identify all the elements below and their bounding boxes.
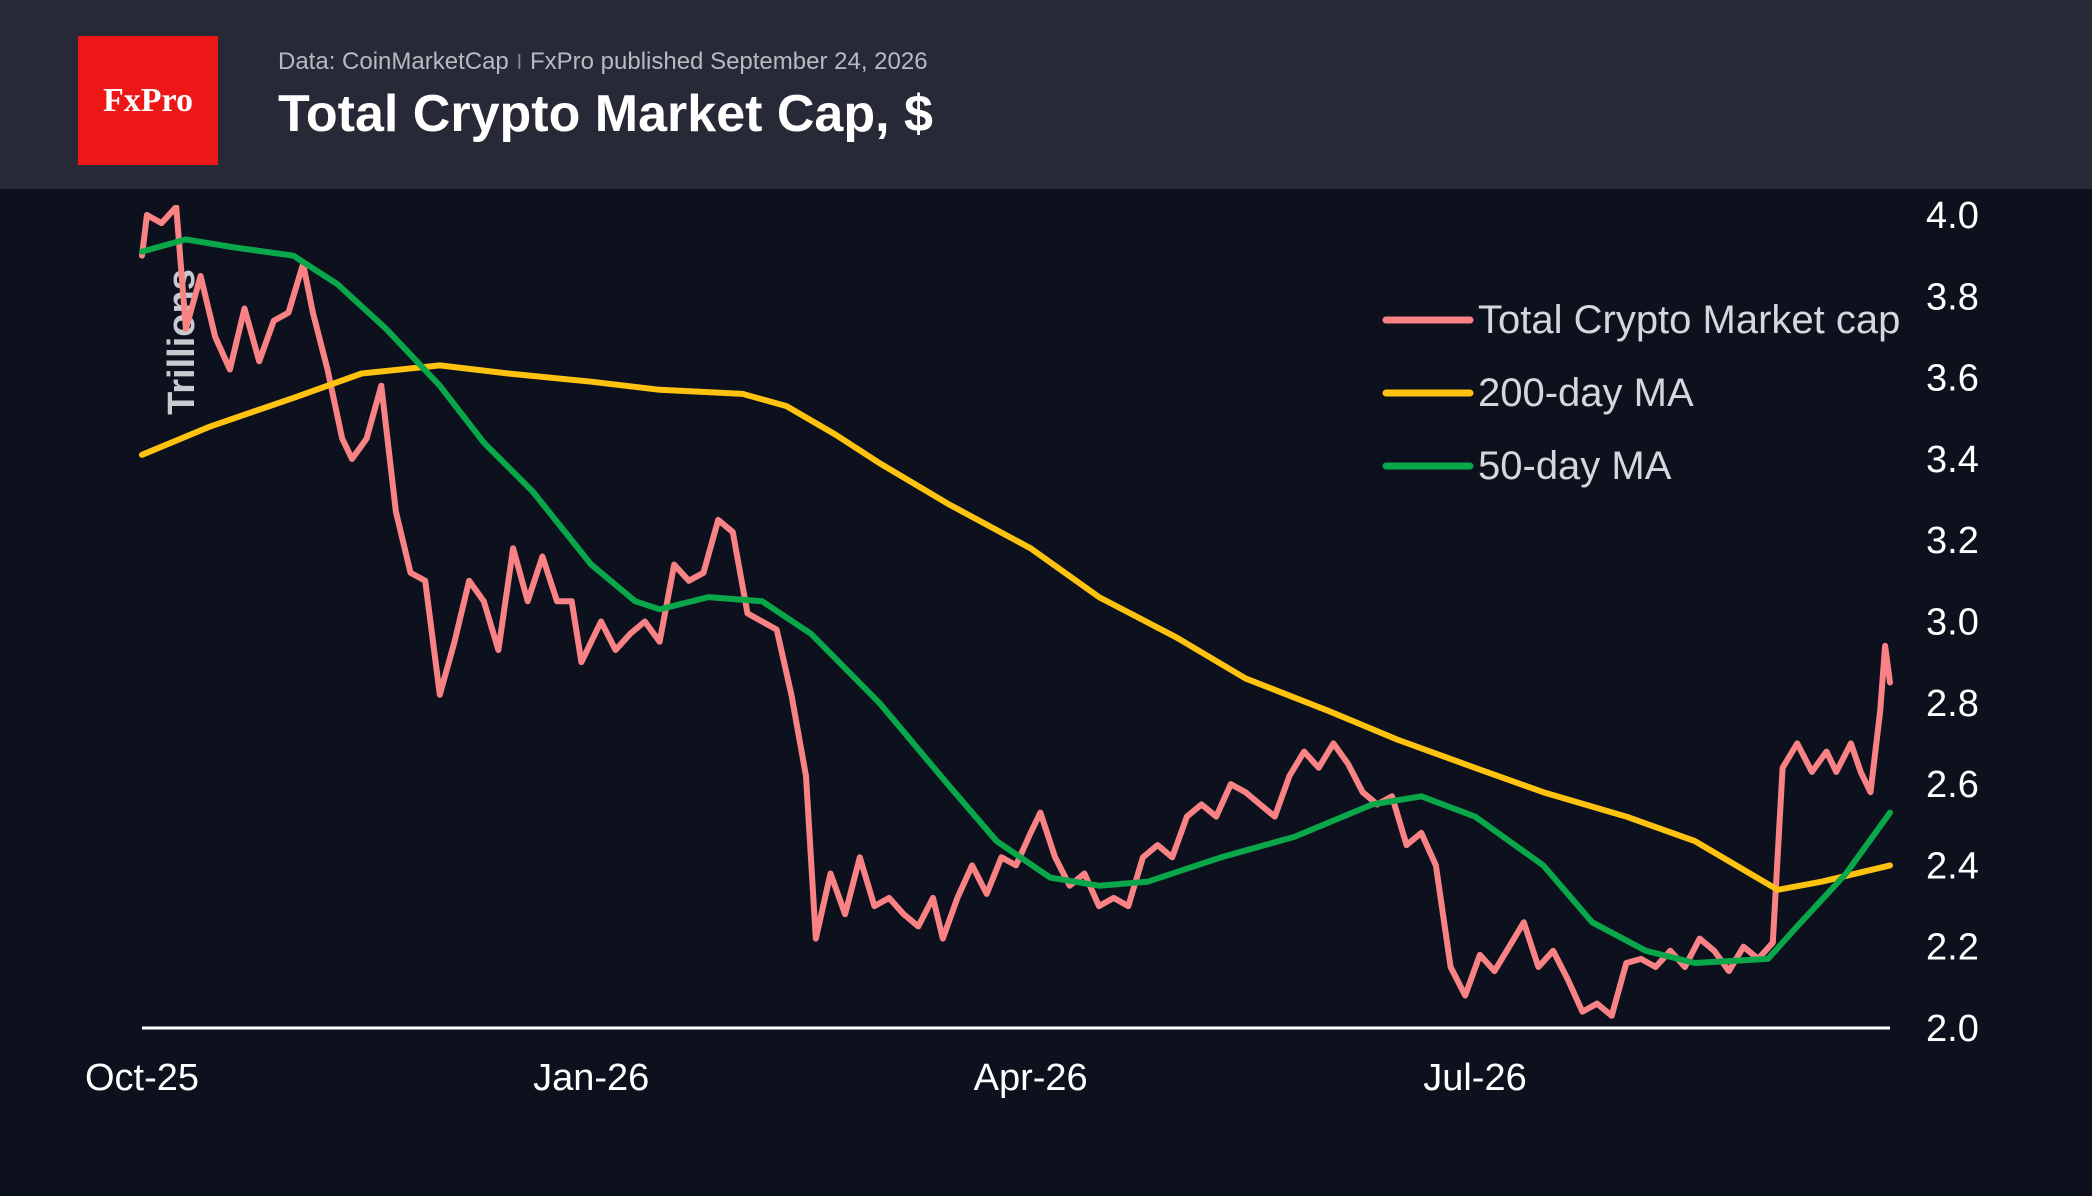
- y-tick-label: 3.4: [1926, 439, 1979, 481]
- legend-label: 50-day MA: [1478, 444, 1672, 488]
- header-bar: FxPro Data: CoinMarketCap ǀ FxPro publishe…: [0, 0, 2092, 189]
- y-tick-label: 3.2: [1926, 520, 1979, 562]
- y-tick-label: 2.8: [1926, 683, 1979, 725]
- y-tick-label: 2.6: [1926, 764, 1979, 806]
- series-group: [139, 205, 1893, 1019]
- ma200-line: [139, 362, 1893, 893]
- y-tick-label: 2.4: [1926, 845, 1979, 887]
- chart-title: Total Crypto Market Cap, $: [278, 85, 933, 143]
- market-cap-line: [139, 205, 1893, 1019]
- ma50-line: [139, 236, 1893, 966]
- fxpro-logo: FxPro: [78, 36, 218, 165]
- legend-label: Total Crypto Market cap: [1478, 298, 1900, 342]
- y-tick-label: 2.0: [1926, 1008, 1979, 1050]
- x-tick-label: Jan-26: [533, 1057, 649, 1099]
- y-tick-label: 2.2: [1926, 927, 1979, 969]
- separator: ǀ: [516, 52, 522, 74]
- published-date: FxPro published September 24, 2026: [529, 48, 928, 75]
- y-tick-label: 3.0: [1926, 602, 1979, 644]
- y-tick-label: 3.8: [1926, 276, 1979, 318]
- x-tick-label: Jul-26: [1423, 1057, 1527, 1099]
- data-source: Data: CoinMarketCap: [278, 48, 509, 75]
- logo-text: FxPro: [102, 81, 193, 119]
- x-tick-label: Oct-25: [85, 1057, 199, 1099]
- y-tick-label: 4.0: [1926, 195, 1979, 237]
- chart-subtitle: Data: CoinMarketCap ǀ FxPro published Sept…: [278, 48, 928, 76]
- x-tick-label: Apr-26: [974, 1057, 1088, 1099]
- legend-label: 200-day MA: [1478, 371, 1694, 415]
- y-tick-label: 3.6: [1926, 358, 1979, 400]
